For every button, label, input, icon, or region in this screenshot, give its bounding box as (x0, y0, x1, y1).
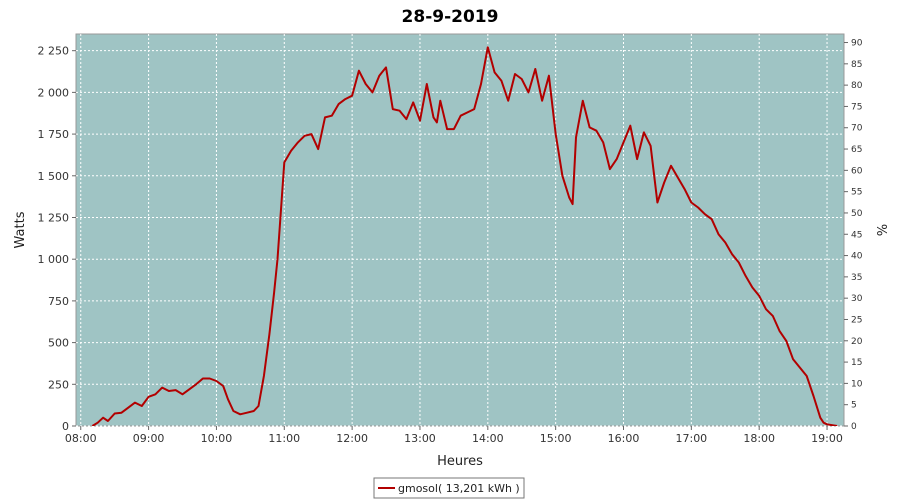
y2-tick-label: 60 (851, 166, 863, 176)
y2-tick-label: 85 (851, 60, 862, 70)
x-tick-label: 12:00 (336, 432, 368, 445)
x-tick-label: 16:00 (608, 432, 640, 445)
y-tick-label: 1 250 (38, 211, 70, 224)
legend-box (373, 477, 525, 499)
y-tick-label: 0 (62, 420, 69, 433)
x-tick-label: 15:00 (540, 432, 572, 445)
x-tick-label: 14:00 (472, 432, 504, 445)
y2-tick-label: 20 (851, 337, 863, 347)
y-axis-title: Watts (13, 211, 28, 248)
y-tick-label: 2 000 (38, 86, 70, 99)
y-tick-label: 2 250 (38, 45, 70, 58)
x-tick-label: 13:00 (404, 432, 436, 445)
y2-tick-label: 70 (851, 124, 863, 134)
x-tick-label: 09:00 (133, 432, 165, 445)
legend: gmosol( 13,201 kWh ) (373, 477, 525, 499)
y-tick-label: 1 500 (38, 170, 70, 183)
legend-label: gmosol( 13,201 kWh ) (398, 482, 520, 495)
x-tick-label: 08:00 (65, 432, 97, 445)
y-axis-right: 0 5 10 15 20 25 30 35 40 45 50 55 60 65 70 75 80 85 90 (844, 39, 863, 432)
y2-tick-label: 75 (851, 102, 862, 112)
y2-tick-label: 90 (851, 39, 863, 49)
y2-tick-label: 40 (851, 252, 863, 262)
y2-tick-label: 80 (851, 81, 863, 91)
y2-tick-label: 55 (851, 188, 862, 198)
y-tick-label: 750 (48, 295, 69, 308)
y2-tick-label: 30 (851, 294, 863, 304)
y2-tick-label: 10 (851, 379, 863, 389)
y2-tick-label: 25 (851, 315, 862, 325)
x-tick-label: 10:00 (201, 432, 233, 445)
y-axis-left: 0 250 500 750 1 000 1 250 1 500 1 750 2 000 2 250 (38, 45, 76, 433)
x-axis-title: Heures (437, 454, 483, 469)
y2-tick-label: 15 (851, 358, 862, 368)
x-tick-label: 19:00 (811, 432, 843, 445)
y2-tick-label: 35 (851, 273, 862, 283)
x-tick-label: 17:00 (675, 432, 707, 445)
series-line (91, 46, 838, 426)
x-tick-label: 18:00 (743, 432, 775, 445)
grid (76, 34, 844, 427)
y-tick-label: 250 (48, 378, 69, 391)
y2-axis-title: % (873, 224, 888, 236)
y2-tick-label: 0 (851, 422, 857, 432)
x-axis: 08:00 09:00 10:00 11:00 12:00 13:00 14:00 15:00… (65, 426, 843, 445)
y2-tick-label: 65 (851, 145, 862, 155)
y-tick-label: 500 (48, 337, 69, 350)
x-tick-label: 11:00 (268, 432, 300, 445)
y2-tick-label: 50 (851, 209, 863, 219)
y-tick-label: 1 000 (38, 253, 70, 266)
y2-tick-label: 45 (851, 230, 862, 240)
y2-tick-label: 5 (851, 401, 857, 411)
y-tick-label: 1 750 (38, 128, 70, 141)
chart-title: 28-9-2019 (402, 7, 499, 27)
